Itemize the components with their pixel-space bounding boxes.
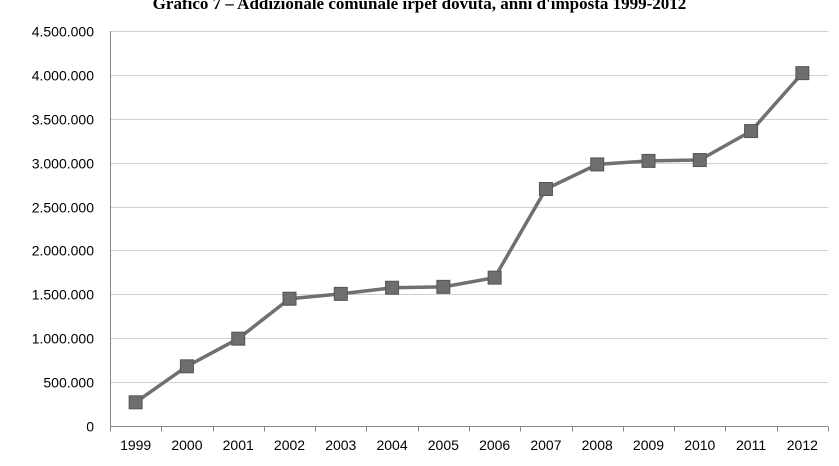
y-tick-label: 2.500.000: [32, 200, 94, 216]
series-line: [134, 71, 804, 404]
x-tick-label: 1999: [120, 437, 151, 453]
data-point: [487, 270, 502, 285]
data-point: [692, 153, 707, 168]
x-tick-label: 2011: [736, 437, 766, 453]
x-tick-label: 2012: [787, 437, 818, 453]
x-tick-label: 2009: [633, 437, 664, 453]
data-point: [333, 286, 348, 301]
x-tick-label: 2003: [325, 437, 356, 453]
data-point: [282, 291, 297, 306]
data-point: [590, 157, 605, 172]
axes: [110, 31, 829, 432]
y-tick-label: 3.000.000: [32, 156, 94, 172]
y-tick-label: 2.000.000: [32, 243, 94, 259]
x-tick-label: 2008: [582, 437, 613, 453]
gridlines: [110, 31, 828, 383]
chart-title: Grafico 7 – Addizionale comunale irpef d…: [152, 0, 687, 13]
y-tick-label: 500.000: [43, 375, 94, 391]
x-tick-label: 2007: [530, 437, 561, 453]
data-point: [231, 331, 246, 346]
y-tick-label: 4.500.000: [32, 24, 94, 40]
x-tick-label: 2002: [274, 437, 305, 453]
data-point: [641, 153, 656, 168]
x-tick-label: 2000: [171, 437, 202, 453]
x-tick-label: 2004: [376, 437, 407, 453]
y-tick-label: 1.500.000: [32, 287, 94, 303]
data-point: [179, 359, 194, 374]
x-tick-label: 2005: [428, 437, 459, 453]
x-tick-label: 2001: [223, 437, 254, 453]
data-point: [538, 182, 553, 196]
y-tick-label: 4.000.000: [32, 68, 94, 84]
y-tick-label: 1.000.000: [32, 331, 94, 347]
x-tick-label: 2006: [479, 437, 510, 453]
data-point: [436, 279, 451, 294]
x-tick-label: 2010: [684, 437, 715, 453]
data-point: [795, 66, 810, 81]
data-point: [385, 280, 400, 295]
data-point: [128, 395, 143, 410]
x-tick-labels: 1999 2000 2001 2002 2003 2004 2005 2006 2007 2008…: [120, 437, 818, 453]
y-tick-label: 0: [86, 419, 94, 435]
data-point: [744, 124, 759, 139]
y-tick-labels: 0 500.000 1.000.000 1.500.000 2.000.000 2.500…: [32, 24, 95, 435]
series-group: [128, 66, 810, 410]
y-tick-label: 3.500.000: [32, 112, 94, 128]
